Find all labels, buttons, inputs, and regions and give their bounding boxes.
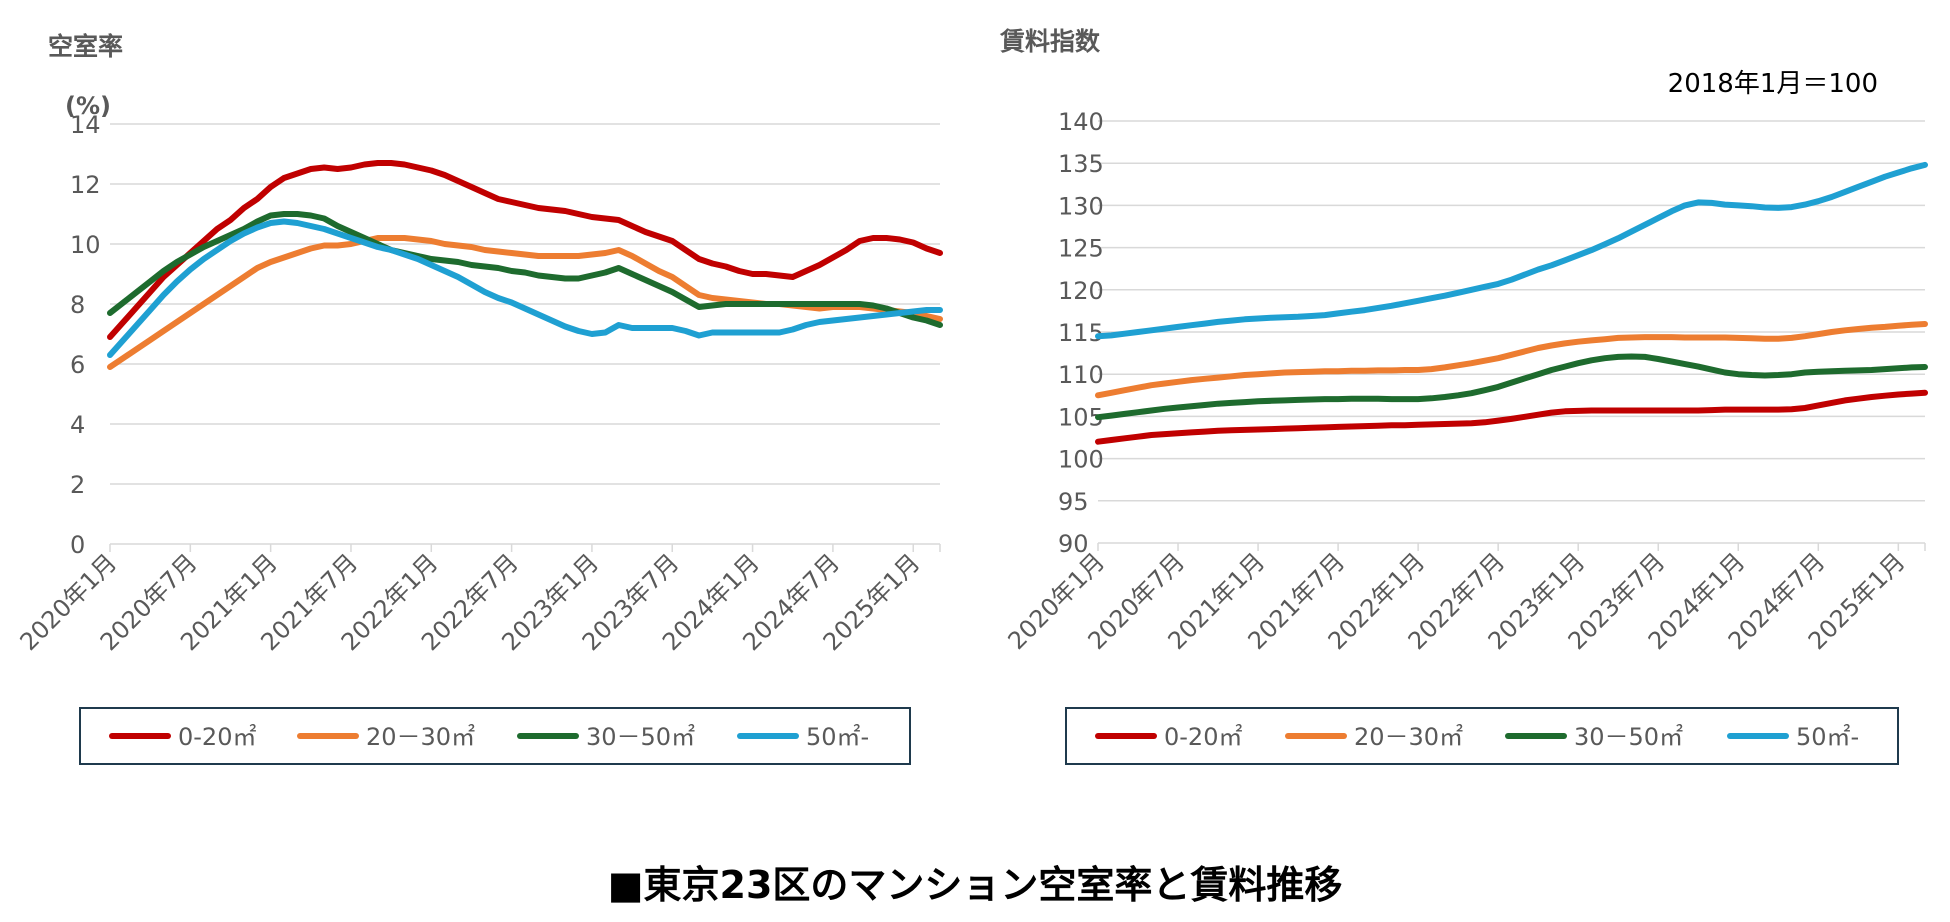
- y-tick-label: 2: [70, 471, 85, 499]
- y-tick-label: 4: [70, 411, 85, 439]
- y-tick-label: 14: [70, 111, 101, 139]
- vacancy-chart-title: 空室率: [48, 32, 123, 61]
- y-tick-label: 115: [1058, 319, 1104, 347]
- y-tick-label: 8: [70, 291, 85, 319]
- series-line-3: [107, 211, 943, 328]
- rent-index-chart: 90951001051101151201251301351402020年1月20…: [1003, 108, 1928, 765]
- legend-label: 20－30㎡: [366, 723, 475, 751]
- y-tick-label: 95: [1058, 488, 1089, 516]
- y-tick-label: 135: [1058, 150, 1104, 178]
- legend-label: 30－50㎡: [586, 723, 695, 751]
- series-line-4: [1095, 161, 1928, 340]
- y-tick-label: 12: [70, 171, 101, 199]
- figure-caption: ■東京23区のマンション空室率と賃料推移: [608, 863, 1343, 907]
- rent-index-base-note: 2018年1月＝100: [1668, 69, 1878, 99]
- y-tick-label: 130: [1058, 192, 1104, 220]
- y-tick-label: 140: [1058, 108, 1104, 136]
- y-tick-label: 0: [70, 531, 85, 559]
- series-line-1: [1095, 389, 1928, 445]
- vacancy-y-unit: (%): [65, 92, 111, 120]
- series-line-2: [1095, 321, 1928, 399]
- legend-label: 30－50㎡: [1574, 723, 1683, 751]
- legend-label: 0-20㎡: [178, 723, 256, 751]
- y-tick-label: 90: [1058, 530, 1089, 558]
- y-tick-label: 6: [70, 351, 85, 379]
- y-tick-label: 125: [1058, 235, 1104, 263]
- series-line-4: [107, 218, 943, 358]
- series-line-1: [107, 160, 943, 340]
- legend-label: 0-20㎡: [1164, 723, 1242, 751]
- series-line-3: [1095, 353, 1928, 421]
- y-tick-label: 100: [1058, 446, 1104, 474]
- vacancy-rate-chart: 024681012142020年1月2020年7月2021年1月2021年7月2…: [15, 111, 943, 765]
- legend-label: 50㎡-: [1796, 723, 1859, 751]
- legend-label: 50㎡-: [806, 723, 869, 751]
- legend-box: [1065, 707, 1899, 765]
- y-tick-label: 120: [1058, 277, 1104, 305]
- legend-box: [79, 707, 911, 765]
- y-tick-label: 10: [70, 231, 101, 259]
- y-tick-label: 110: [1058, 361, 1104, 389]
- rent-chart-title: 賃料指数: [999, 27, 1101, 56]
- legend-label: 20－30㎡: [1354, 723, 1463, 751]
